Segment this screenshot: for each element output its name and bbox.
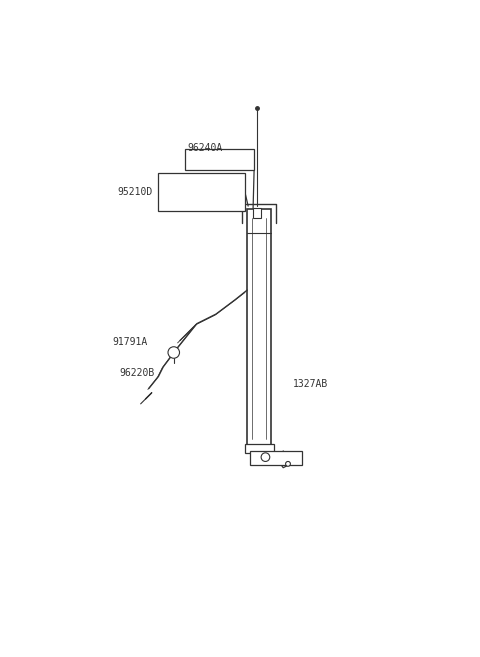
Text: 95210D: 95210D	[118, 187, 153, 197]
Circle shape	[261, 453, 270, 461]
Text: 1327AB: 1327AB	[293, 378, 328, 389]
Text: 96220B: 96220B	[119, 368, 154, 378]
Circle shape	[168, 347, 180, 358]
Text: 91791A: 91791A	[113, 337, 148, 347]
Bar	[247, 208, 271, 449]
Bar	[245, 443, 274, 453]
Circle shape	[286, 461, 290, 466]
Bar	[250, 451, 302, 465]
Text: 96240A: 96240A	[187, 143, 222, 152]
Bar	[158, 173, 245, 211]
Bar	[253, 208, 261, 218]
Bar	[185, 148, 254, 170]
